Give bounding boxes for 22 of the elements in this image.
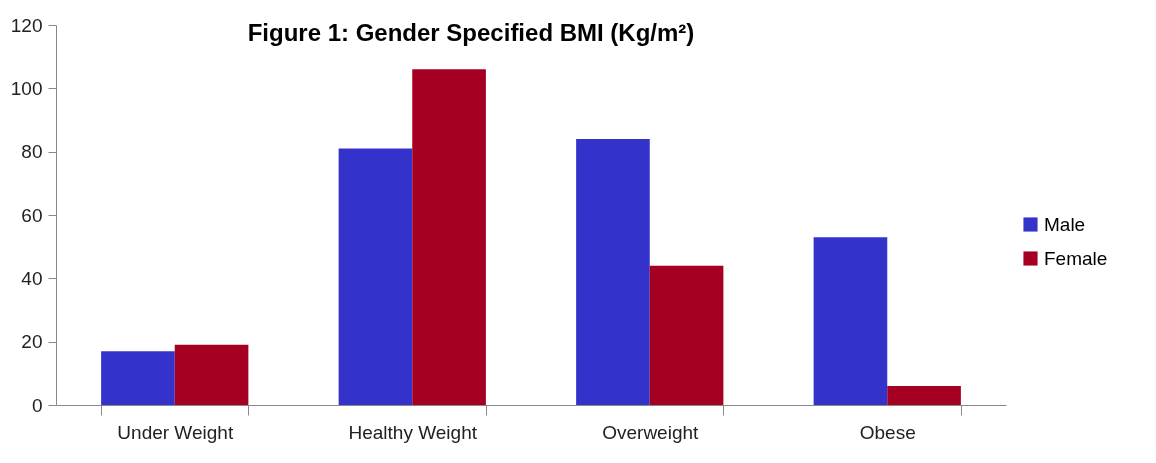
- x-tick-label: Under Weight: [117, 421, 234, 443]
- bar: [412, 69, 486, 405]
- bar: [174, 344, 249, 405]
- bar: [887, 386, 961, 405]
- x-tick-label: Healthy Weight: [348, 421, 478, 443]
- y-tick-label: 120: [10, 14, 43, 36]
- legend-label: Female: [1044, 247, 1108, 269]
- bar: [649, 265, 724, 405]
- x-tick-label: Obese: [859, 421, 916, 443]
- legend-label: Male: [1044, 213, 1086, 235]
- y-tick-label: 20: [21, 331, 43, 353]
- x-tick-label: Overweight: [602, 421, 700, 443]
- bar: [576, 139, 650, 405]
- bar: [338, 148, 413, 405]
- bar: [813, 237, 888, 405]
- y-tick-label: 0: [31, 394, 43, 416]
- y-tick-label: 100: [10, 77, 43, 99]
- bar: [101, 351, 175, 405]
- y-tick-label: 40: [21, 267, 43, 289]
- chart-title: Figure 1: Gender Specified BMI (Kg/m²): [247, 19, 695, 46]
- y-tick-label: 80: [21, 141, 43, 163]
- y-tick-label: 60: [21, 204, 43, 226]
